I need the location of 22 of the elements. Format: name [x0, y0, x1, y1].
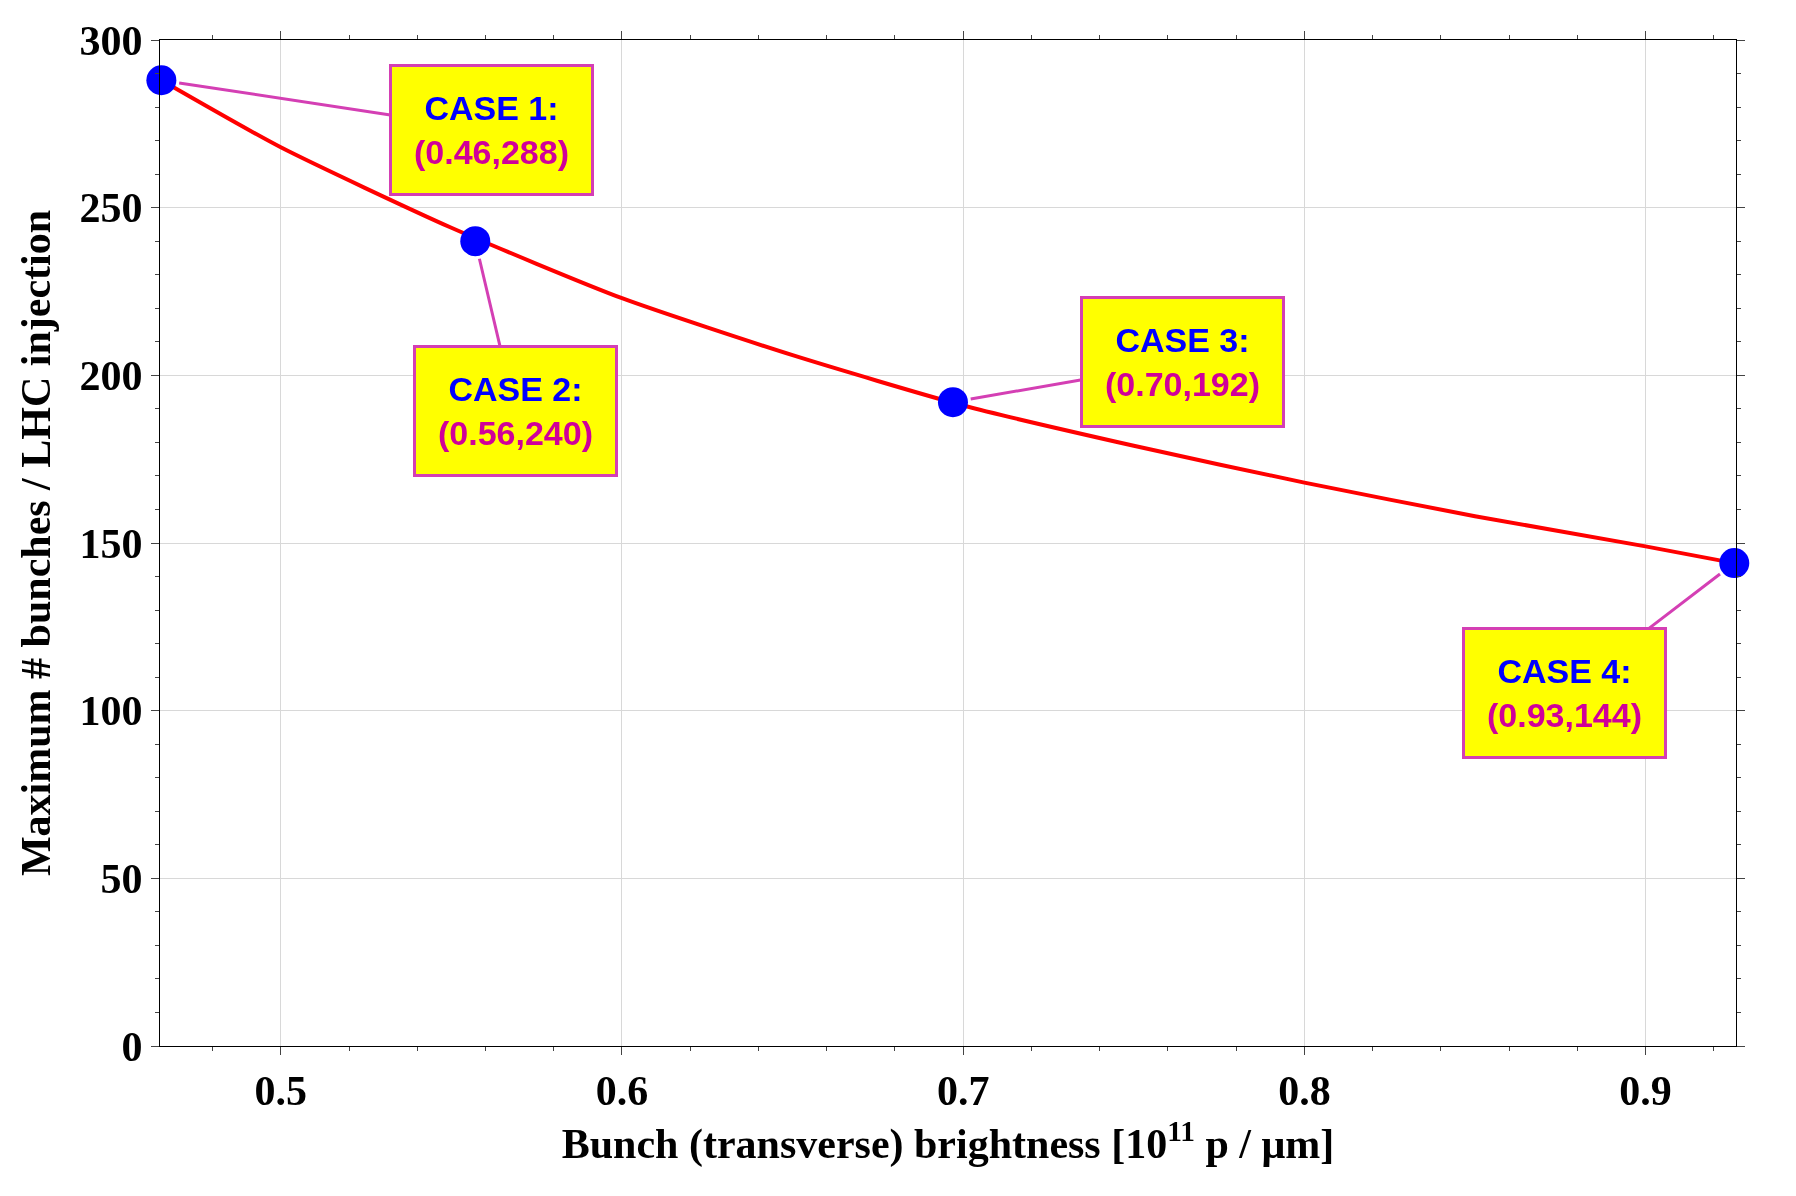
- y-axis-title: Maximum # bunches / LHC injection: [13, 209, 60, 877]
- point: [460, 226, 491, 257]
- y-tick-label: 50: [100, 856, 143, 903]
- x-tick-label: 0.5: [254, 1068, 308, 1115]
- point: [937, 387, 968, 418]
- annotation: CASE 2: (0.56,240): [438, 370, 593, 453]
- y-tick-label: 100: [79, 688, 143, 735]
- y-tick-label: 250: [79, 185, 143, 232]
- x-tick-label: 0.8: [1278, 1068, 1331, 1115]
- y-tick-label: 200: [79, 353, 143, 400]
- y-tick-label: 150: [79, 520, 143, 567]
- x-axis-title: Bunch (transverse) brightness [10$^{11}$ p / μm]: [561, 1114, 1335, 1169]
- annotation: CASE 3: (0.70,192): [1105, 321, 1260, 404]
- x-tick-label: 0.6: [595, 1068, 649, 1115]
- point: [1719, 548, 1750, 579]
- x-tick-label: 0.9: [1619, 1068, 1672, 1115]
- annotation: CASE 4: (0.93,144): [1487, 652, 1642, 735]
- annotation: CASE 1: (0.46,288): [414, 89, 569, 172]
- y-tick-label: 300: [79, 17, 143, 64]
- x-tick-label: 0.7: [936, 1068, 990, 1115]
- point: [146, 65, 177, 96]
- y-tick-label: 0: [121, 1023, 143, 1070]
